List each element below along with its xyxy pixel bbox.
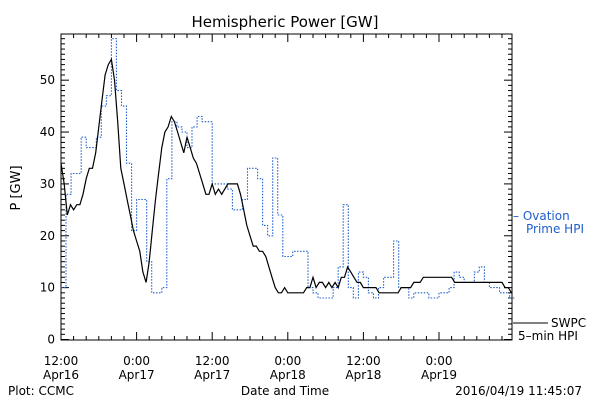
plot-frame bbox=[60, 33, 513, 341]
x-tick-label-date: Apr16 bbox=[43, 368, 79, 382]
legend-swpc-line1: SWPC bbox=[551, 316, 586, 330]
series-ovation-prime-line bbox=[61, 38, 515, 299]
legend-ovation-line2: Prime HPI bbox=[526, 222, 584, 236]
y-tick-label: 50 bbox=[40, 73, 55, 87]
y-tick-label: 10 bbox=[40, 281, 55, 295]
footer-plot-credit: Plot: CCMC bbox=[8, 384, 74, 398]
legend-swpc-line2: 5–min HPI bbox=[518, 329, 578, 343]
series-layer bbox=[60, 38, 515, 299]
x-tick-label-time: 12:00 bbox=[346, 354, 381, 368]
x-tick-label-time: 0:00 bbox=[123, 354, 150, 368]
series-swpc-line bbox=[60, 57, 512, 294]
y-tick-label: 40 bbox=[40, 125, 55, 139]
legend-ovation-line1: – Ovation bbox=[513, 209, 570, 223]
legend: – Ovation Prime HPI SWPC 5–min HPI bbox=[513, 209, 586, 343]
y-tick-label: 20 bbox=[40, 229, 55, 243]
chart-title: Hemispheric Power [GW] bbox=[192, 13, 379, 31]
x-axis: 12:00Apr160:00Apr1712:00Apr170:00Apr1812… bbox=[43, 34, 503, 382]
y-axis: 0 10 20 30 40 50 bbox=[40, 38, 512, 347]
x-tick-label-date: Apr18 bbox=[270, 368, 306, 382]
y-tick-label: 0 bbox=[47, 333, 55, 347]
x-tick-label-time: 0:00 bbox=[426, 354, 453, 368]
x-axis-label: Date and Time bbox=[241, 384, 329, 398]
footer-timestamp: 2016/04/19 11:45:07 bbox=[455, 384, 582, 398]
x-tick-label-date: Apr17 bbox=[194, 368, 230, 382]
x-tick-label-date: Apr18 bbox=[345, 368, 381, 382]
x-tick-label-date: Apr17 bbox=[119, 368, 155, 382]
x-tick-label-date: Apr19 bbox=[421, 368, 457, 382]
y-axis-label: P [GW] bbox=[9, 165, 24, 210]
y-tick-label: 30 bbox=[40, 177, 55, 191]
x-tick-label-time: 0:00 bbox=[274, 354, 301, 368]
x-tick-label-time: 12:00 bbox=[44, 354, 79, 368]
x-tick-label-time: 12:00 bbox=[195, 354, 230, 368]
